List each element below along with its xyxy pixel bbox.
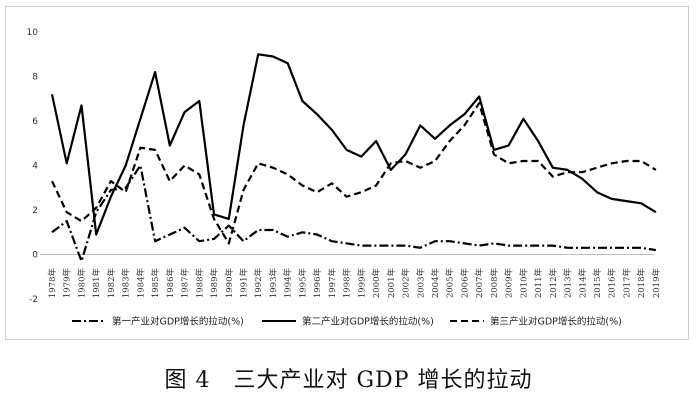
x-tick-label: 2017年 bbox=[621, 268, 632, 299]
x-tick-label: 1984年 bbox=[135, 268, 146, 299]
x-tick-label: 1980年 bbox=[76, 268, 87, 299]
x-tick-label: 1999年 bbox=[356, 268, 367, 299]
y-tick-label: 6 bbox=[32, 117, 38, 127]
x-tick-label: 1983年 bbox=[121, 268, 132, 299]
x-axis: 1978年 1979年 1980年 1981年 1982年 1983年 1984年 1985年… bbox=[40, 254, 662, 299]
x-tick-label: 2019年 bbox=[651, 268, 662, 299]
x-tick-label: 1998年 bbox=[342, 268, 353, 299]
x-tick-label: 2015年 bbox=[592, 268, 603, 299]
x-tick-label: 2003年 bbox=[415, 268, 426, 299]
y-tick-label: 2 bbox=[32, 206, 38, 216]
x-tick-label: 1979年 bbox=[62, 268, 73, 299]
x-tick-label: 1981年 bbox=[91, 268, 102, 299]
x-tick-label: 2002年 bbox=[401, 268, 412, 299]
y-tick-label: 4 bbox=[32, 162, 38, 172]
series-line-2 bbox=[50, 53, 657, 236]
legend-label-3: 第三产业对GDP增长的拉动(%) bbox=[490, 316, 622, 328]
series-lines bbox=[50, 53, 657, 263]
x-tick-label: 2007年 bbox=[474, 268, 485, 299]
x-tick-label: 1994年 bbox=[283, 268, 294, 299]
x-tick-label: 1995年 bbox=[297, 268, 308, 299]
y-tick-label: 0 bbox=[32, 251, 38, 261]
x-tick-label: 1993年 bbox=[268, 268, 279, 299]
series-line-1 bbox=[51, 164, 657, 263]
x-tick-label: 1982年 bbox=[106, 268, 117, 299]
x-tick-label: 2001年 bbox=[386, 268, 397, 299]
x-tick-label: 2004年 bbox=[430, 268, 441, 299]
x-tick-label: 1996年 bbox=[312, 268, 323, 299]
legend: 第一产业对GDP增长的拉动(%) 第二产业对GDP增长的拉动(%) 第三产业对GDP… bbox=[72, 316, 622, 328]
figure-caption: 图 4 三大产业对 GDP 增长的拉动 bbox=[164, 368, 533, 393]
x-tick-label: 2013年 bbox=[563, 268, 574, 299]
x-tick-label: 1987年 bbox=[180, 268, 191, 299]
x-tick-label: 1985年 bbox=[150, 268, 161, 299]
y-tick-label: -2 bbox=[29, 295, 38, 305]
line-chart: -2 0 2 4 6 8 10 1978年 1979年 1980年 1981年 1982年 1983年… bbox=[27, 28, 662, 328]
y-axis: -2 0 2 4 6 8 10 bbox=[27, 28, 39, 305]
legend-label-1: 第一产业对GDP增长的拉动(%) bbox=[112, 316, 244, 328]
x-tick-label: 2014年 bbox=[577, 268, 588, 299]
x-tick-label: 1989年 bbox=[209, 268, 220, 299]
series-line-3 bbox=[51, 102, 657, 245]
x-tick-label: 2012年 bbox=[548, 268, 559, 299]
x-tick-label: 2000年 bbox=[371, 268, 382, 299]
x-tick-label: 1990年 bbox=[224, 268, 235, 299]
x-tick-label: 1997年 bbox=[327, 268, 338, 299]
x-tick-label: 1978年 bbox=[47, 268, 58, 299]
x-tick-label: 1986年 bbox=[165, 268, 176, 299]
x-tick-label: 1992年 bbox=[253, 268, 264, 299]
y-tick-label: 8 bbox=[32, 73, 38, 83]
x-tick-label: 2009年 bbox=[504, 268, 515, 299]
y-tick-label: 10 bbox=[27, 28, 39, 38]
x-tick-label: 2011年 bbox=[533, 268, 544, 299]
x-tick-label: 2018年 bbox=[636, 268, 647, 299]
x-tick-label: 2016年 bbox=[607, 268, 618, 299]
x-tick-label: 1991年 bbox=[238, 268, 249, 299]
x-tick-label: 1988年 bbox=[194, 268, 205, 299]
legend-label-2: 第二产业对GDP增长的拉动(%) bbox=[302, 316, 434, 328]
x-tick-label: 2010年 bbox=[518, 268, 529, 299]
x-tick-label: 2008年 bbox=[489, 268, 500, 299]
x-tick-label: 2006年 bbox=[459, 268, 470, 299]
x-tick-label: 2005年 bbox=[445, 268, 456, 299]
